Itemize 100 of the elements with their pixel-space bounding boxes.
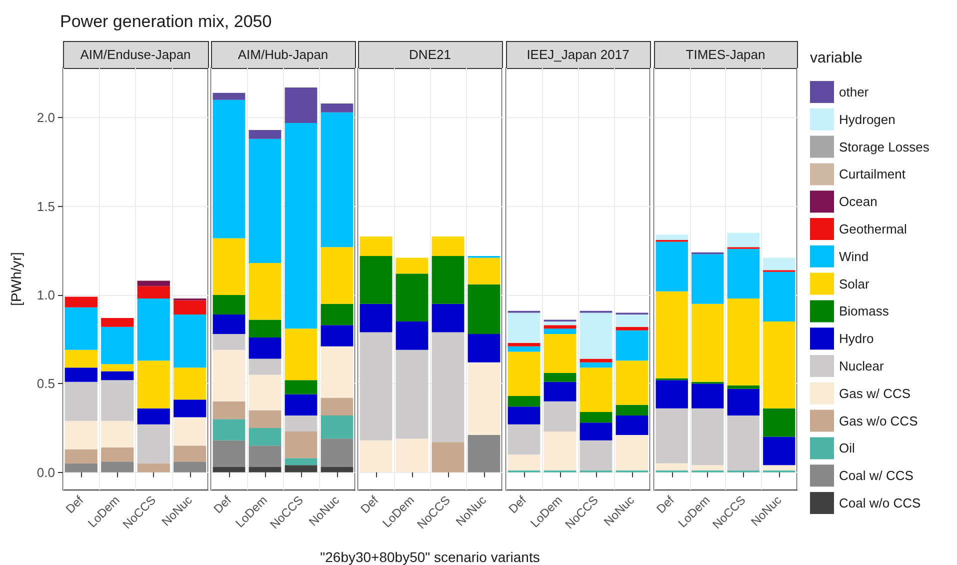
bar	[174, 400, 206, 418]
bar	[580, 368, 612, 412]
bar	[64, 420, 98, 450]
bar	[580, 358, 612, 362]
bar	[544, 431, 576, 470]
bar	[360, 256, 392, 304]
legend-label: Storage Losses	[839, 139, 930, 154]
bar	[320, 325, 354, 346]
bar	[396, 258, 428, 274]
chart-subtitle: AIM/Hub-Japan	[238, 47, 328, 62]
bar	[616, 314, 648, 327]
bar	[396, 274, 428, 322]
bar	[174, 462, 206, 472]
bar	[580, 312, 612, 359]
bar	[692, 465, 724, 470]
bar	[248, 130, 282, 139]
bar	[174, 446, 206, 462]
bar	[212, 419, 246, 440]
bar	[763, 258, 796, 270]
bar	[137, 280, 170, 286]
legend-label: Biomass	[839, 304, 890, 319]
bar	[174, 417, 206, 446]
legend-label: Nuclear	[839, 358, 884, 374]
x-tick-label: Def	[506, 492, 530, 516]
bar	[212, 466, 246, 472]
y-tick-label: 0.0	[36, 464, 55, 480]
bar	[248, 320, 282, 338]
bar	[656, 242, 688, 292]
bar	[320, 466, 354, 472]
bar	[692, 254, 724, 304]
legend-title: variable	[810, 50, 863, 66]
chart-subtitle: TIMES-Japan	[686, 47, 766, 62]
bar	[692, 408, 724, 466]
bar	[248, 138, 282, 264]
bar	[727, 232, 760, 248]
bar	[360, 332, 392, 440]
bar	[248, 263, 282, 320]
bar	[320, 416, 354, 439]
bar	[284, 328, 318, 380]
bar	[727, 298, 760, 386]
x-tick-label: Def	[654, 492, 678, 516]
bar	[396, 438, 428, 472]
bar	[284, 122, 318, 329]
bar	[284, 458, 318, 466]
bar	[64, 350, 98, 368]
bar	[763, 322, 796, 408]
bar	[64, 307, 98, 350]
bar	[212, 100, 246, 238]
bar	[137, 360, 170, 408]
bar	[656, 380, 688, 408]
bar	[284, 416, 318, 432]
bar	[174, 300, 206, 314]
legend-label: Curtailment	[839, 166, 906, 182]
bar	[101, 420, 134, 448]
bar	[508, 346, 540, 352]
bar	[101, 447, 134, 462]
bar	[248, 428, 282, 446]
chart-subtitle: DNE21	[409, 47, 451, 62]
bar	[508, 352, 540, 396]
bar	[432, 442, 464, 472]
legend-label: Ocean	[839, 194, 878, 210]
x-tick-label: Def	[210, 492, 234, 516]
x-tick-label: Def	[62, 492, 87, 516]
bar	[212, 92, 246, 100]
bar	[544, 325, 576, 329]
bar	[212, 350, 246, 402]
bar	[468, 284, 500, 334]
bar	[320, 112, 354, 248]
bar	[692, 384, 724, 408]
legend-label: Coal w/o CCS	[839, 496, 921, 510]
bar	[320, 346, 354, 398]
legend-label: Coal w/ CCS	[839, 468, 914, 484]
y-tick-label: 2.0	[36, 110, 55, 126]
chart-subtitle: IEEJ_Japan 2017	[526, 47, 630, 62]
bar	[137, 298, 170, 361]
bar	[320, 438, 354, 467]
bar	[432, 236, 464, 256]
bar	[212, 294, 246, 314]
legend-label: Hydrogen	[839, 112, 896, 127]
legend-label: other	[839, 84, 870, 100]
legend-label: Hydro	[839, 331, 874, 346]
bar	[468, 258, 500, 284]
bar	[727, 416, 760, 470]
bar	[692, 304, 724, 382]
bar	[212, 238, 246, 295]
bar	[64, 449, 98, 464]
bar	[284, 431, 318, 458]
bar	[580, 440, 612, 470]
bar	[580, 362, 612, 368]
bar	[284, 394, 318, 416]
bar	[248, 466, 282, 472]
bar	[101, 326, 134, 364]
bar	[580, 412, 612, 423]
bar	[656, 291, 688, 378]
bar	[763, 408, 796, 437]
chart-subtitle: AIM/Enduse-Japan	[80, 47, 191, 62]
bar	[137, 408, 170, 424]
bar	[320, 103, 354, 112]
bar	[763, 272, 796, 322]
bar	[212, 334, 246, 350]
